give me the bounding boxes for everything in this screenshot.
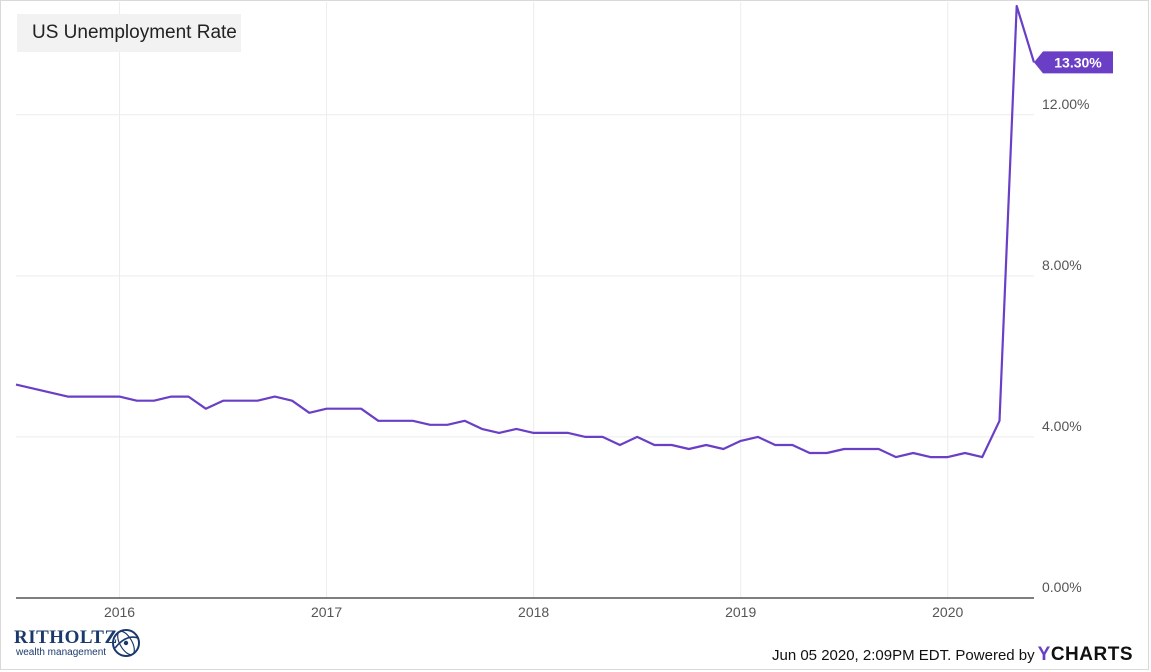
logo-name: RITHOLTZ <box>14 627 118 648</box>
y-tick-label-4: 4.00% <box>1042 418 1082 434</box>
last-value-flag-shape <box>1034 51 1113 74</box>
y-tick-label-12: 12.00% <box>1042 96 1089 112</box>
logo-emblem-icon <box>112 629 140 657</box>
x-tick-label-2018: 2018 <box>518 604 549 620</box>
last-value-label: 13.30% <box>1054 54 1102 70</box>
x-tick-label-2017: 2017 <box>311 604 342 620</box>
series-layer <box>15 4 1036 459</box>
x-tick-label-2020: 2020 <box>932 604 963 620</box>
x-tick-label-2016: 2016 <box>104 604 135 620</box>
chart-title-box: US Unemployment Rate <box>17 14 241 52</box>
footer-attribution: Jun 05 2020, 2:09PM EDT. Powered by YCHA… <box>772 644 1133 666</box>
chart-title: US Unemployment Rate <box>32 22 237 43</box>
logo-subtitle: wealth management <box>16 647 107 658</box>
series-line-0 <box>15 4 1036 459</box>
grid-lines <box>16 2 1034 599</box>
x-tick-label-2019: 2019 <box>725 604 756 620</box>
ycharts-logo-y: Y <box>1037 644 1051 665</box>
ycharts-logo[interactable]: YCHARTS <box>1038 644 1133 666</box>
ritholtz-logo: RITHOLTZ wealth management <box>14 626 144 662</box>
ycharts-logo-text: CHARTS <box>1050 644 1133 665</box>
y-tick-label-8: 8.00% <box>1042 257 1082 273</box>
last-value-flag: 13.30% <box>1034 51 1113 74</box>
footer-timestamp: Jun 05 2020, 2:09PM EDT. Powered by <box>771 646 1035 664</box>
y-tick-label-0: 0.00% <box>1042 579 1082 595</box>
axis-labels: 2016 2017 2018 2019 2020 0.00% 4.00% 8.00% 12.00… <box>104 96 1090 620</box>
